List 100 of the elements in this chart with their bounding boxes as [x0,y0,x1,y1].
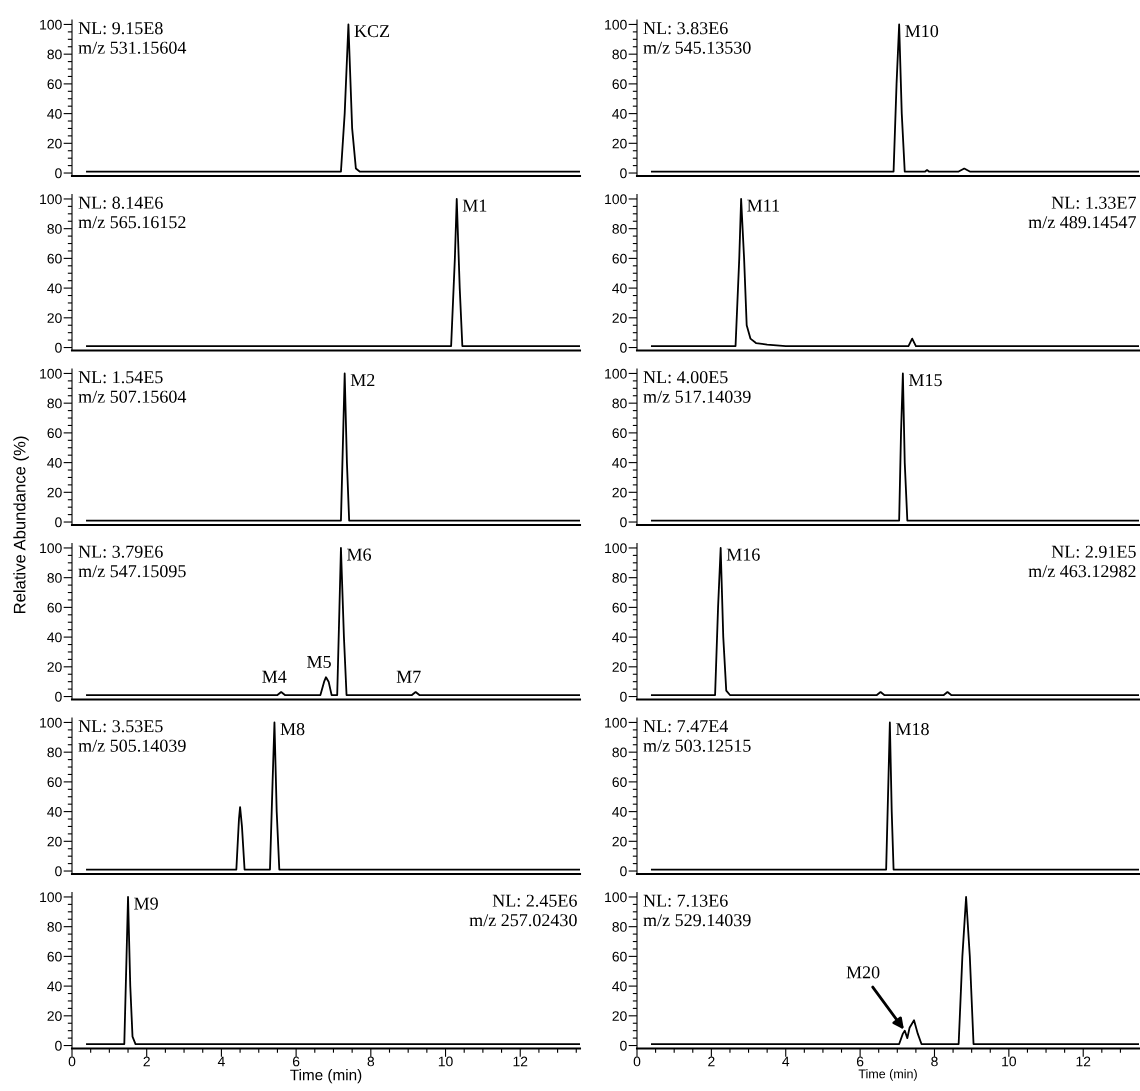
y-tick-label: 40 [612,457,627,468]
y-tick-label: 40 [612,632,627,643]
y-tick-label: 0 [620,691,627,702]
x-tick-label: 0 [633,1056,641,1067]
y-tick-label: 40 [47,806,62,817]
x-tick-label: 6 [856,1056,864,1067]
y-tick-label: 60 [612,777,627,788]
y-tick-label: 20 [47,662,62,672]
y-tick-label: 20 [612,138,627,149]
x-tick-label: 8 [931,1056,938,1067]
annotation: NL: 9.15E8 [78,22,163,35]
x-tick-label: 6 [292,1056,300,1067]
y-tick-label: 100 [40,19,62,30]
y-tick-label: 20 [612,1011,627,1021]
y-tick-label: 20 [47,313,62,323]
annotation: NL: 2.91E5 [1051,545,1136,558]
y-tick-label: 100 [605,892,627,903]
y-tick-label: 0 [620,168,627,179]
annotation: M2 [350,374,375,386]
annotation: M16 [726,548,760,561]
y-tick-label: 0 [620,1040,627,1051]
x-tick-label: 2 [143,1056,150,1067]
annotation: M11 [747,199,780,212]
annotation: M4 [262,670,287,683]
y-tick-label: 100 [40,892,62,903]
y-tick-label: 40 [612,981,627,992]
y-tick-label: 40 [612,806,627,817]
y-tick-label: 80 [612,922,627,932]
annotation: m/z 545.13530 [643,41,751,54]
annotation: m/z 517.14039 [643,390,751,403]
y-tick-label: 100 [605,717,627,728]
annotation: m/z 503.12515 [643,739,751,752]
y-tick-label: 100 [605,368,627,379]
y-tick-label: 60 [47,602,62,613]
annotation: M1 [462,199,487,212]
x-tick-label: 4 [217,1056,225,1067]
x-tick-label: 10 [438,1056,453,1067]
y-tick-label: 100 [605,19,627,30]
y-tick-label: 20 [612,836,627,847]
annotation: NL: 7.13E6 [643,894,728,907]
y-tick-label: 80 [612,398,627,409]
y-tick-label: 100 [605,543,627,554]
annotation: m/z 529.14039 [643,914,751,927]
annotation: M9 [134,897,158,910]
annotation: NL: 7.47E4 [643,720,728,733]
y-tick-label: 20 [612,313,627,323]
x-axis-title: Time (min) [858,1069,917,1081]
x-tick-label: 4 [782,1056,790,1067]
y-tick-label: 60 [47,79,62,90]
y-tick-label: 80 [47,49,62,60]
y-tick-label: 40 [47,981,62,992]
y-tick-label: 40 [612,108,627,119]
annotation: m/z 489.14547 [1028,216,1136,229]
y-tick-label: 60 [47,777,62,788]
y-tick-label: 80 [47,224,62,234]
annotation: KCZ [354,25,390,38]
annotation: m/z 531.15604 [78,41,187,54]
y-tick-label: 0 [620,517,627,528]
annotation: M8 [280,722,305,736]
y-tick-label: 20 [612,487,627,498]
y-tick-label: 0 [620,342,627,353]
y-tick-label: 40 [47,632,62,643]
y-tick-label: 100 [40,543,62,554]
y-tick-label: 80 [612,747,627,758]
y-tick-label: 60 [612,253,627,264]
y-tick-label: 0 [55,342,62,353]
x-tick-label: 2 [708,1056,715,1067]
line-series [650,198,1139,347]
y-tick-label: 0 [55,1040,62,1051]
annotation: m/z 565.16152 [78,216,186,229]
y-tick-label: 20 [47,1011,62,1021]
annotation: M20 [846,966,880,979]
y-tick-label: 20 [47,487,62,498]
y-tick-label: 0 [55,691,62,702]
y-tick-label: 80 [612,49,627,60]
y-tick-label: 100 [40,717,62,728]
annotation: NL: 2.45E6 [492,894,577,907]
annotation: M10 [905,24,939,38]
line-series [86,896,580,1045]
annotation: NL: 3.53E5 [78,720,163,733]
y-axis-title: Relative Abundance (%) [13,436,29,614]
y-tick-label: 60 [47,951,62,962]
annotation: NL: 3.79E6 [78,545,163,558]
y-tick-label: 60 [612,79,627,90]
y-tick-label: 60 [612,951,627,962]
annotation: M18 [895,722,929,736]
x-tick-label: 12 [513,1056,528,1067]
y-tick-label: 80 [612,573,627,583]
x-axis-title: Time (min) [290,1069,362,1084]
line-series [650,547,1139,696]
annotation: M15 [908,374,942,387]
y-tick-label: 80 [47,573,62,583]
y-tick-label: 40 [47,283,62,294]
annotation: m/z 507.15604 [78,390,187,403]
x-tick-label: 0 [68,1056,76,1067]
y-tick-label: 40 [47,457,62,468]
x-tick-label: 12 [1076,1056,1091,1067]
y-tick-label: 60 [47,253,62,264]
annotation: NL: 4.00E5 [643,371,728,384]
y-tick-label: 80 [47,398,62,409]
